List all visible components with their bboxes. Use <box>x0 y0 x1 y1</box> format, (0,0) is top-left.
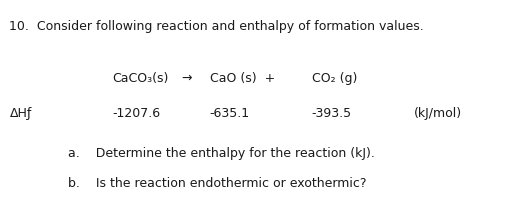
Text: 10.  Consider following reaction and enthalpy of formation values.: 10. Consider following reaction and enth… <box>9 20 424 33</box>
Text: ΔHƒ: ΔHƒ <box>9 107 32 120</box>
Text: -635.1: -635.1 <box>210 107 250 120</box>
Text: -1207.6: -1207.6 <box>113 107 161 120</box>
Text: →: → <box>181 72 191 85</box>
Text: b.    Is the reaction endothermic or exothermic?: b. Is the reaction endothermic or exothe… <box>68 177 367 190</box>
Text: CaCO₃(s): CaCO₃(s) <box>113 72 169 85</box>
Text: CaO (s)  +: CaO (s) + <box>210 72 275 85</box>
Text: a.    Determine the enthalpy for the reaction (kJ).: a. Determine the enthalpy for the reacti… <box>68 147 375 160</box>
Text: -393.5: -393.5 <box>312 107 352 120</box>
Text: CO₂ (g): CO₂ (g) <box>312 72 357 85</box>
Text: (kJ/mol): (kJ/mol) <box>414 107 462 120</box>
